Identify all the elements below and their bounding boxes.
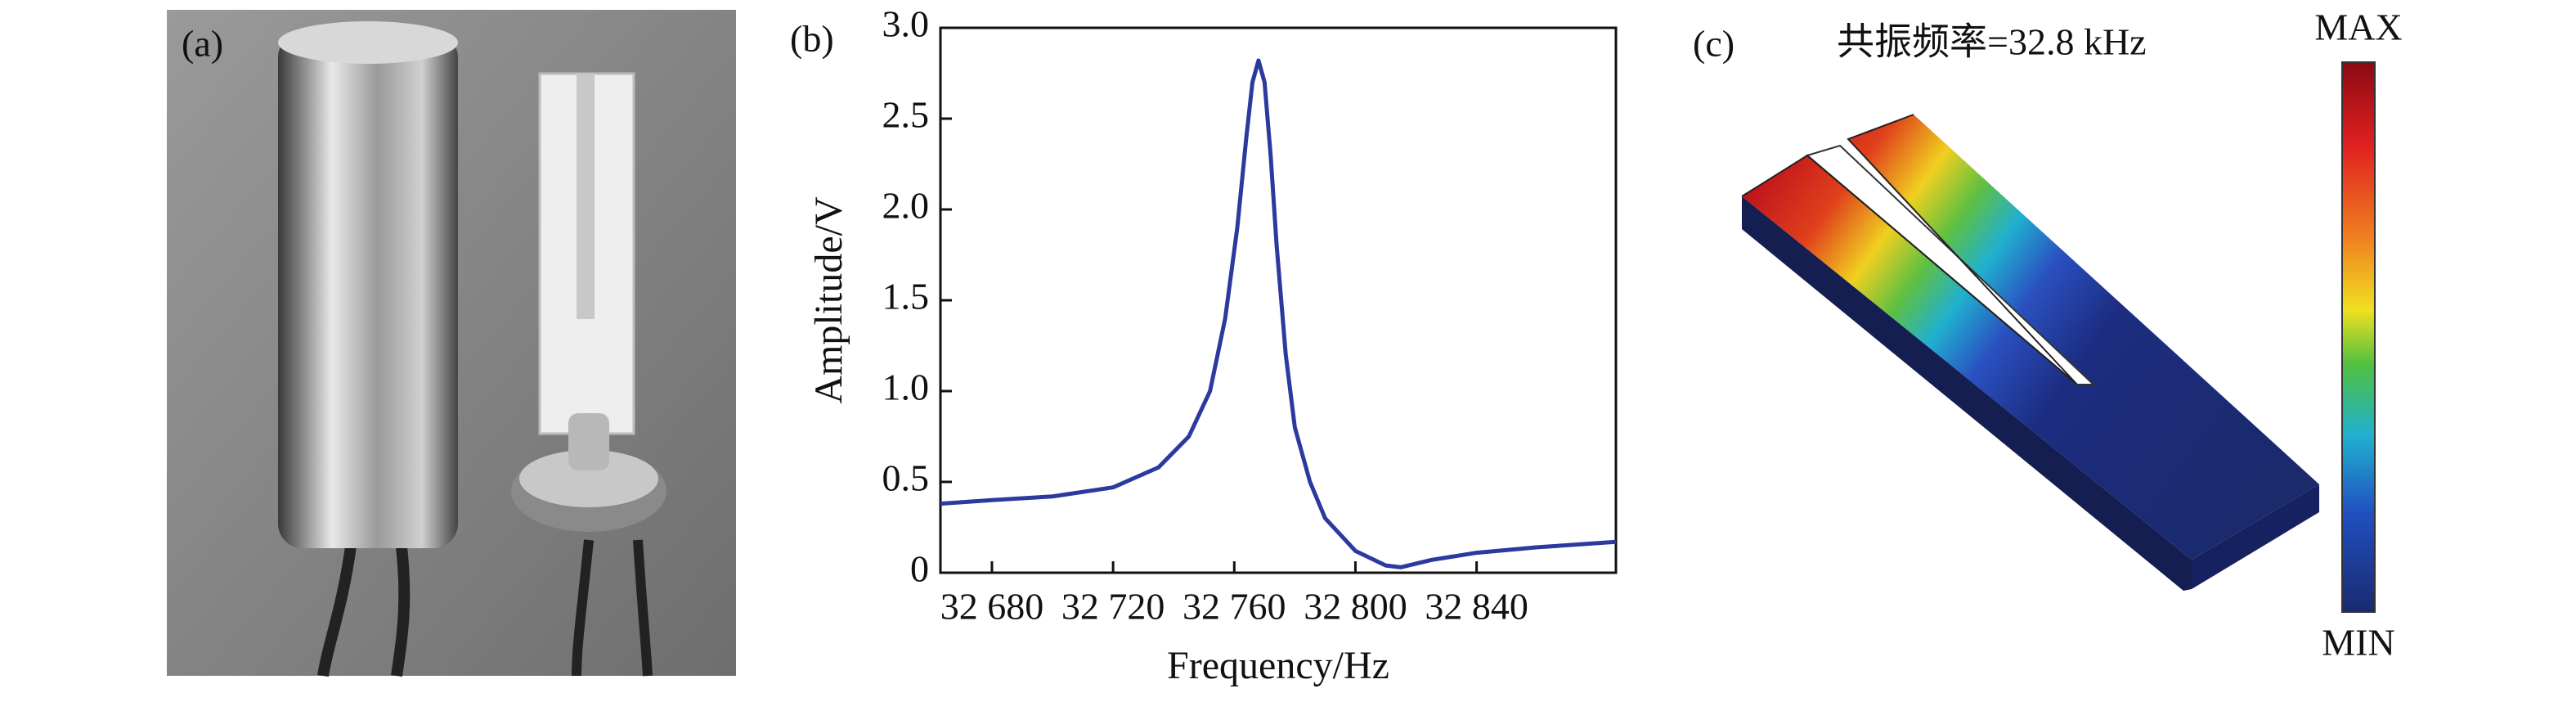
simulation-image — [1741, 61, 2376, 613]
plot-frame — [939, 26, 1618, 574]
x-tick-label: 32 720 — [1061, 586, 1165, 628]
chart: 32 680 32 720 32 760 32 800 32 840 0 0.5 1.0 1.5… — [882, 3, 1617, 628]
x-tick-label: 32 680 — [940, 586, 1044, 628]
y-tick-label: 3.0 — [882, 3, 930, 45]
y-tick-label: 1.5 — [882, 276, 930, 317]
panel-label: (a) — [182, 23, 223, 65]
simulation-title: 共振频率=32.8 kHz — [1837, 21, 2147, 63]
y-tick-label: 2.5 — [882, 94, 930, 136]
photo — [167, 10, 736, 677]
colorbar — [2341, 61, 2376, 613]
y-axis-title: Amplitude/V — [807, 196, 850, 404]
panel-label: (c) — [1693, 23, 1735, 65]
x-tick-label: 32 840 — [1425, 586, 1528, 628]
x-axis-title: Frequency/Hz — [1167, 644, 1389, 687]
panel-label: (b) — [790, 18, 834, 60]
colorbar-max: MAX — [2314, 7, 2402, 48]
y-tick-label: 1.0 — [882, 367, 930, 408]
y-tick-label: 0.5 — [882, 457, 930, 499]
x-tick-label: 32 800 — [1304, 586, 1407, 628]
colorbar-min: MIN — [2322, 622, 2394, 664]
data-line — [940, 58, 1617, 569]
y-tick-label: 0 — [910, 548, 929, 590]
y-tick-label: 2.0 — [882, 185, 930, 227]
x-tick-label: 32 760 — [1183, 586, 1286, 628]
